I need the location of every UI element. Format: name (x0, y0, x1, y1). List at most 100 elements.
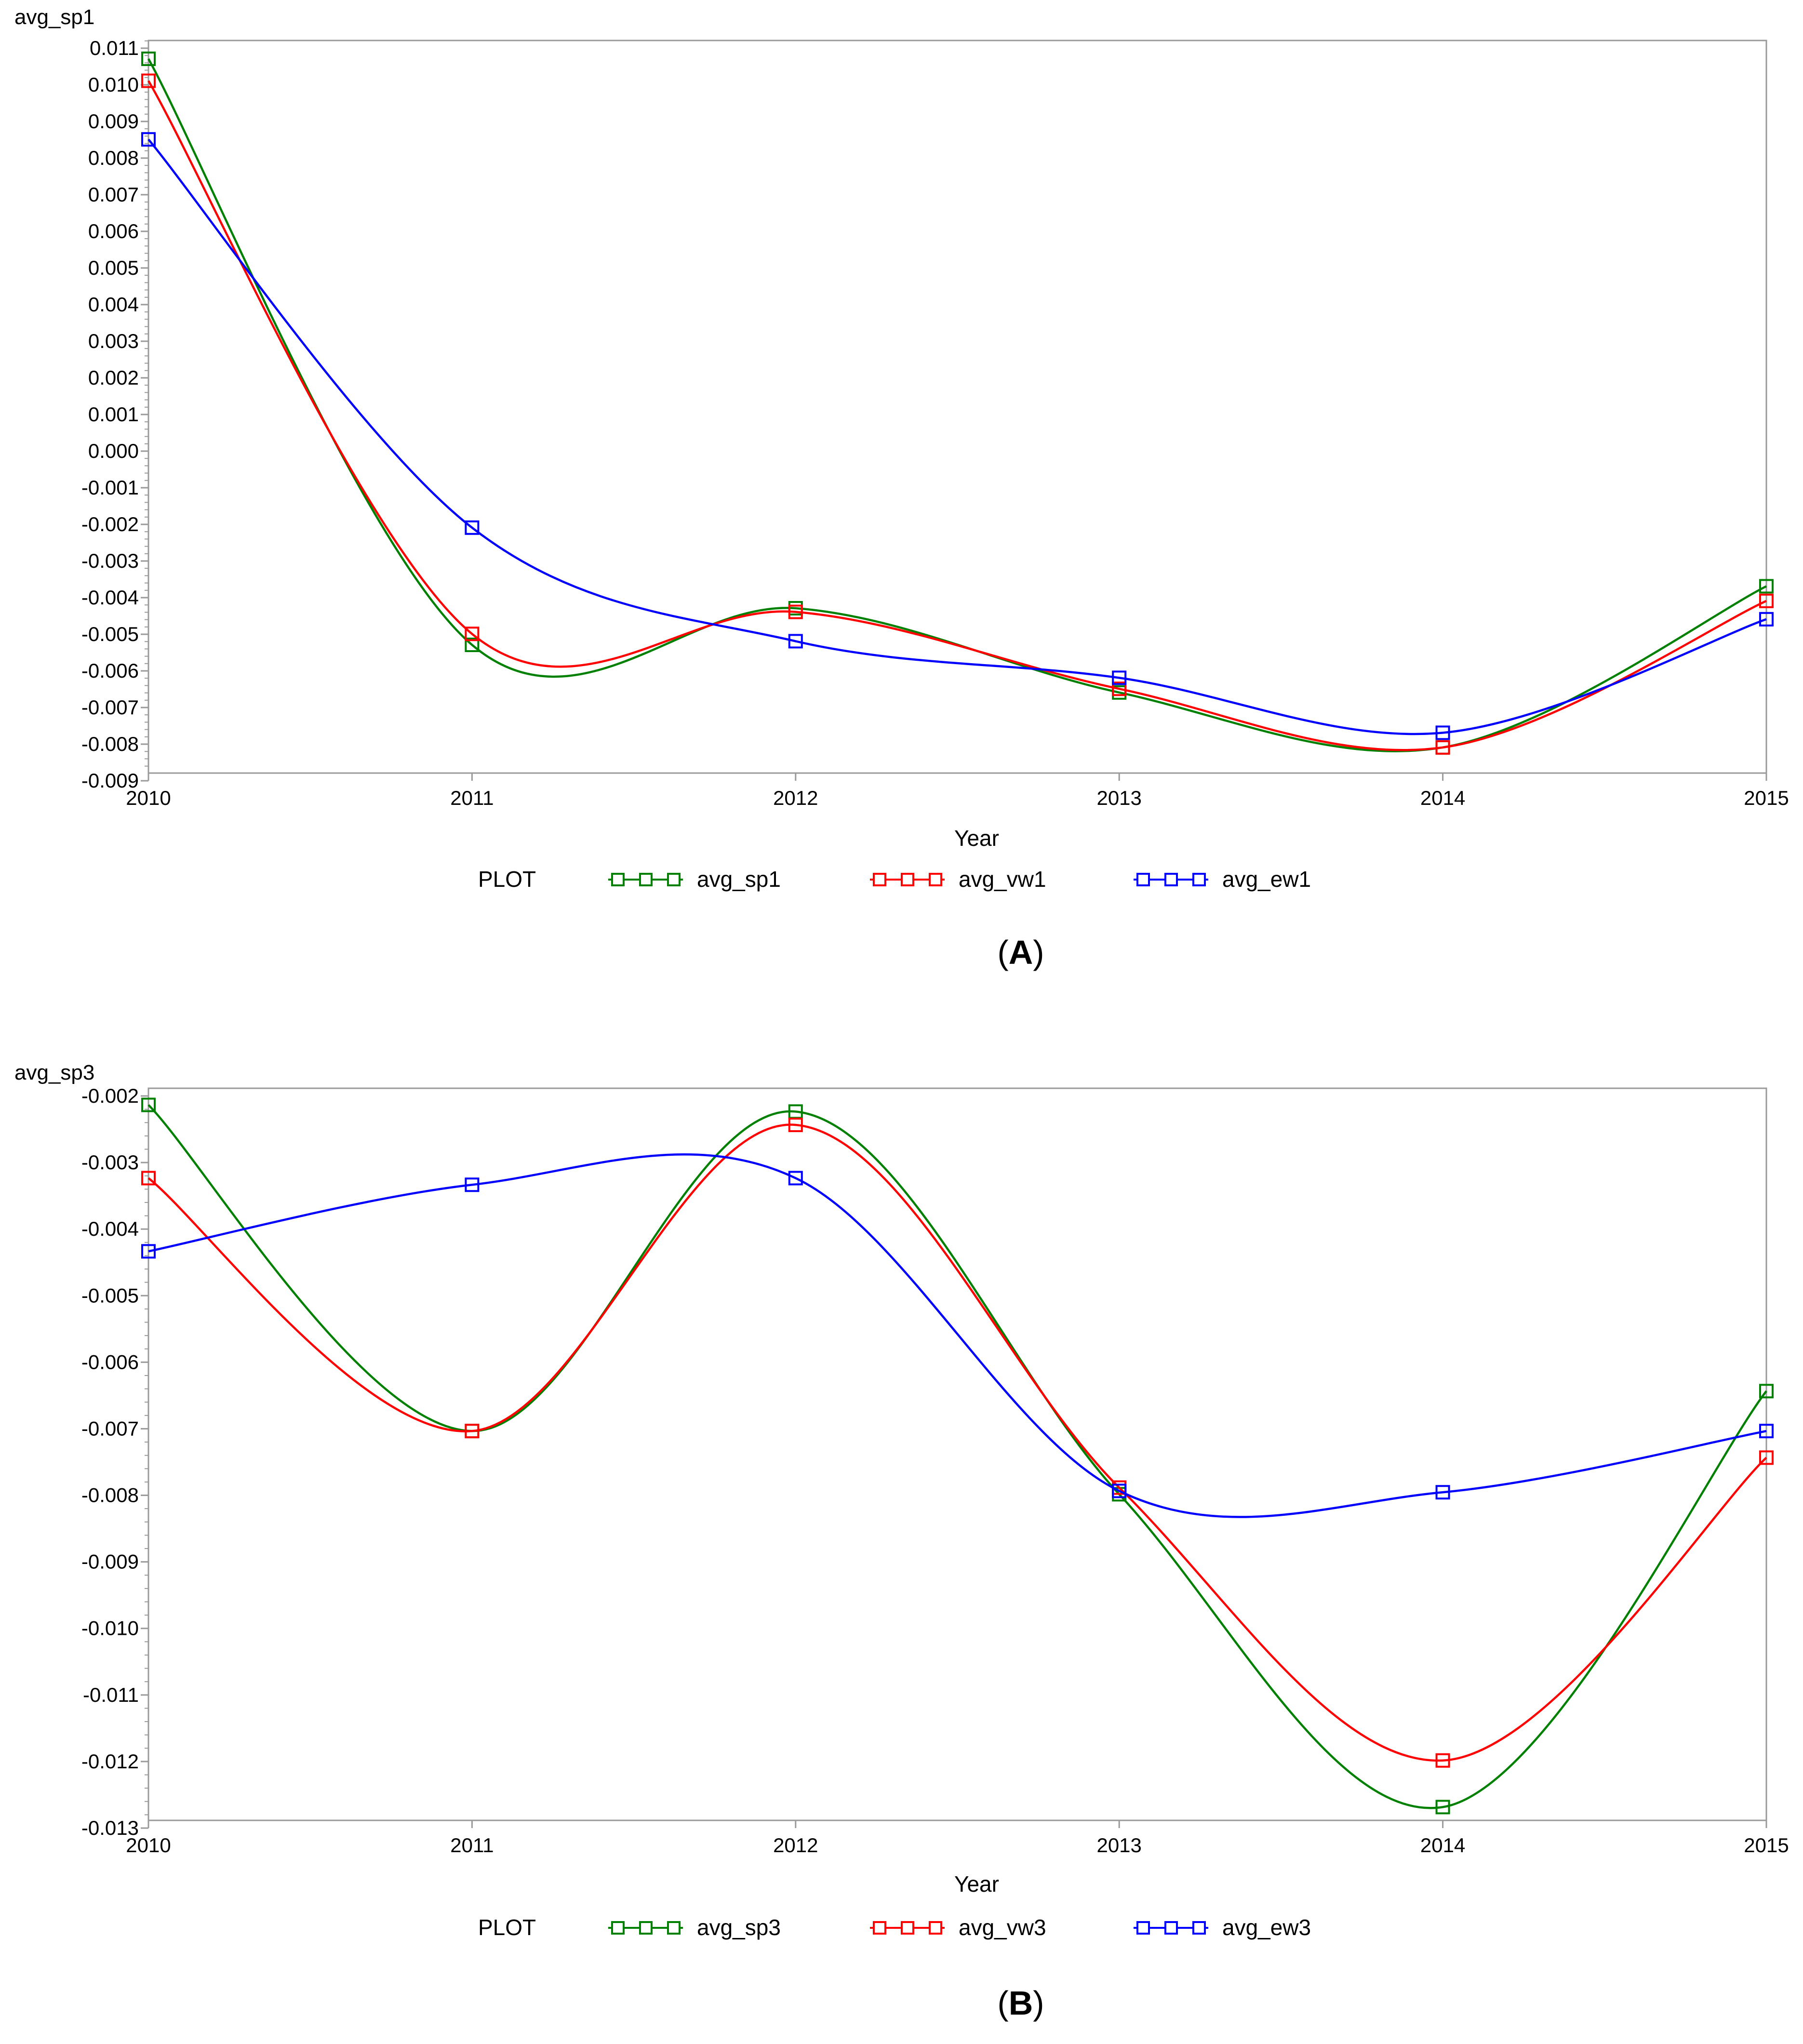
x-tick-label: 2013 (1096, 787, 1141, 809)
plot-frame (147, 1087, 1767, 1821)
data-point-avg_vw1 (141, 73, 156, 88)
y-tick-label: 0.005 (88, 256, 139, 279)
legend-marker-avg_sp3 (611, 1921, 625, 1935)
legend-marker-avg_ew3 (1164, 1921, 1178, 1935)
data-point-avg_ew3 (1112, 1483, 1127, 1498)
series-line-avg_ew3 (148, 1153, 1767, 1518)
data-point-avg_sp1 (465, 638, 480, 652)
y-tick-label: -0.009 (81, 769, 139, 792)
chart-panel-a: 0.011 0.010 0.009 0.008 0.007 0.006 0.005 0.004… (14, 5, 1789, 971)
series-line-avg_vw1 (147, 80, 1767, 751)
data-point-avg_vw1 (1435, 740, 1450, 755)
y-tick-label: -0.007 (81, 1417, 139, 1440)
y-tick-label: -0.004 (81, 586, 139, 609)
panel-label-part: A (1009, 934, 1033, 971)
data-point-avg_ew1 (788, 634, 803, 649)
data-point-avg_vw3 (788, 1117, 803, 1132)
y-tick-label: -0.011 (83, 1683, 139, 1706)
data-point-avg_sp3 (1759, 1384, 1774, 1399)
data-point-avg_sp1 (141, 52, 156, 66)
chart-panel-b: -0.002 -0.003 -0.004 -0.005 -0.006 -0.007 -0.0… (14, 1061, 1789, 2022)
legend-label-avg_sp1: avg_sp1 (697, 867, 781, 892)
legend-marker-avg_sp1 (611, 873, 625, 886)
legend-label-avg_ew3: avg_ew3 (1222, 1915, 1311, 1940)
legend-label-avg_sp3: avg_sp3 (697, 1915, 781, 1940)
data-point-avg_sp3 (1435, 1800, 1450, 1815)
x-axis-label: Year (954, 826, 999, 851)
legend-marker-avg_vw1 (929, 873, 942, 886)
legend-marker-avg_ew1 (1192, 873, 1206, 886)
legend-label-avg_ew1: avg_ew1 (1222, 867, 1311, 892)
data-point-avg_vw3 (141, 1171, 156, 1186)
y-tick-label: -0.002 (81, 1084, 139, 1107)
y-tick-label: -0.006 (81, 659, 139, 682)
y-tick-label: 0.002 (88, 366, 139, 389)
legend-marker-avg_vw1 (901, 873, 914, 886)
y-tick-label: -0.008 (81, 1484, 139, 1507)
data-point-avg_vw3 (1435, 1753, 1450, 1768)
y-tick-label: -0.009 (81, 1550, 139, 1573)
data-point-avg_ew3 (1435, 1485, 1450, 1500)
data-point-avg_vw1 (788, 604, 803, 619)
y-tick-label: 0.006 (88, 220, 139, 242)
legend-marker-avg_ew3 (1136, 1921, 1150, 1935)
y-tick-label: -0.007 (81, 696, 139, 719)
legend-marker-avg_ew1 (1136, 873, 1150, 886)
legend-marker-avg_sp3 (667, 1921, 681, 1935)
data-point-avg_ew1 (465, 520, 480, 535)
data-point-avg_sp1 (1759, 579, 1774, 594)
y-tick-label: -0.003 (81, 1151, 139, 1174)
legend-marker-avg_vw3 (929, 1921, 942, 1935)
data-point-avg_ew3 (1759, 1424, 1774, 1439)
y-tick-label: 0.009 (88, 110, 139, 133)
y-tick-label: 0.003 (88, 330, 139, 352)
data-point-avg_ew1 (141, 132, 156, 147)
panel-label-part: ( (997, 934, 1008, 971)
y-tick-label: -0.002 (81, 513, 139, 535)
legend-marker-avg_vw1 (873, 873, 886, 886)
data-point-avg_ew1 (1112, 670, 1127, 685)
panel-label-part: B (1009, 1984, 1033, 2022)
data-point-avg_ew1 (1435, 725, 1450, 740)
legend-marker-avg_vw3 (901, 1921, 914, 1935)
data-point-avg_ew3 (465, 1177, 480, 1192)
y-tick-label: 0.007 (88, 183, 139, 206)
series-line-avg_ew1 (147, 138, 1767, 735)
y-tick-label: 0.001 (88, 403, 139, 426)
y-tick-label: 0.011 (90, 37, 139, 59)
series-line-avg_vw3 (147, 1123, 1767, 1762)
legend-marker-avg_sp1 (667, 873, 681, 886)
y-tick-label: -0.001 (81, 476, 139, 499)
y-tick-label: -0.008 (81, 733, 139, 755)
data-point-avg_ew3 (141, 1244, 156, 1259)
x-tick-label: 2014 (1420, 787, 1465, 809)
panel-label-part: ( (997, 1984, 1008, 2022)
data-point-avg_ew1 (1759, 612, 1774, 627)
data-point-avg_vw3 (1759, 1450, 1774, 1465)
series-line-avg_sp1 (147, 58, 1767, 752)
x-tick-label: 2011 (450, 1834, 494, 1857)
y-tick-label: -0.005 (81, 623, 139, 645)
y-tick-label: 0.004 (88, 293, 139, 316)
legend-marker-avg_vw3 (873, 1921, 886, 1935)
legend-label-avg_vw3: avg_vw3 (959, 1915, 1046, 1940)
data-point-avg_vw1 (465, 627, 480, 641)
data-point-avg_vw3 (465, 1424, 480, 1439)
data-point-avg_sp3 (141, 1097, 156, 1112)
x-tick-label: 2015 (1744, 787, 1789, 809)
y-tick-label: -0.004 (81, 1217, 139, 1240)
y-tick-label: 0.010 (88, 73, 139, 96)
x-tick-label: 2012 (773, 787, 818, 809)
x-tick-label: 2011 (450, 787, 494, 809)
data-point-avg_vw1 (1112, 681, 1127, 696)
x-axis-label: Year (954, 1871, 999, 1897)
y-tick-label: -0.012 (81, 1750, 139, 1773)
y-axis-label: avg_sp1 (14, 5, 94, 29)
panel-label-part: ) (1033, 1984, 1044, 2022)
legend-marker-avg_ew1 (1164, 873, 1178, 886)
y-tick-label: -0.003 (81, 549, 139, 572)
legend-marker-avg_ew3 (1192, 1921, 1206, 1935)
panel-label: (A) (997, 934, 1044, 971)
